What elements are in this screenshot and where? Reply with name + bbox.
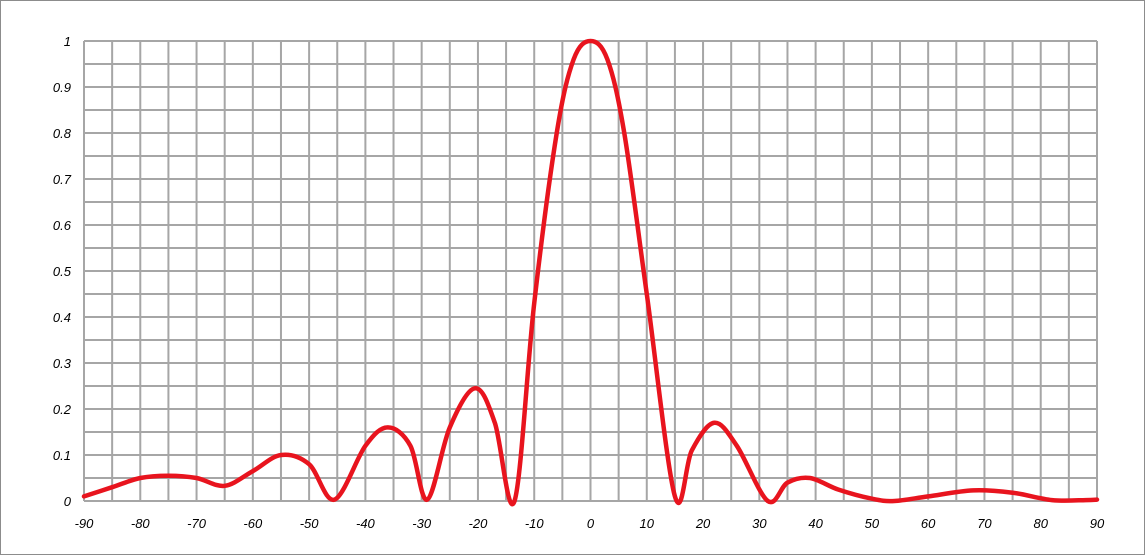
x-tick-label: 80 (1033, 516, 1048, 531)
grid (83, 40, 1098, 502)
x-tick-label: -80 (131, 516, 151, 531)
x-tick-label: -30 (412, 516, 432, 531)
x-tick-label: 10 (640, 516, 655, 531)
y-tick-label: 1 (64, 34, 71, 49)
x-tick-label: 30 (752, 516, 767, 531)
x-tick-label: -20 (469, 516, 489, 531)
x-tick-label: -50 (300, 516, 320, 531)
x-tick-label: -70 (187, 516, 207, 531)
x-tick-label: -60 (243, 516, 263, 531)
x-tick-label: 20 (695, 516, 711, 531)
x-tick-label: 90 (1090, 516, 1105, 531)
y-tick-label: 0.7 (53, 172, 72, 187)
x-tick-label: 0 (587, 516, 595, 531)
y-tick-label: 0.4 (53, 310, 71, 325)
y-tick-label: 0.8 (53, 126, 72, 141)
y-axis-ticks: 0 0.1 0.2 0.3 0.4 0.5 0.6 0.7 0.8 0.9 1 (53, 34, 72, 509)
y-tick-label: 0.6 (53, 218, 72, 233)
x-tick-label: -10 (525, 516, 545, 531)
x-tick-label: 40 (808, 516, 823, 531)
x-axis-ticks: -90 -80 -70 -60 -50 -40 -30 -20 -10 0 10 20 30 40 50 60… (75, 516, 1105, 531)
series-layer (81, 38, 1100, 507)
x-tick-label: 70 (977, 516, 992, 531)
y-tick-label: 0 (64, 494, 72, 509)
x-tick-label: 50 (865, 516, 880, 531)
y-tick-label: 0.9 (53, 80, 71, 95)
x-tick-label: 60 (921, 516, 936, 531)
x-tick-label: -90 (75, 516, 95, 531)
y-tick-label: 0.5 (53, 264, 72, 279)
series-line (81, 38, 1100, 507)
y-tick-label: 0.3 (53, 356, 72, 371)
y-tick-label: 0.1 (53, 448, 71, 463)
x-tick-label: -40 (356, 516, 376, 531)
y-tick-label: 0.2 (53, 402, 72, 417)
